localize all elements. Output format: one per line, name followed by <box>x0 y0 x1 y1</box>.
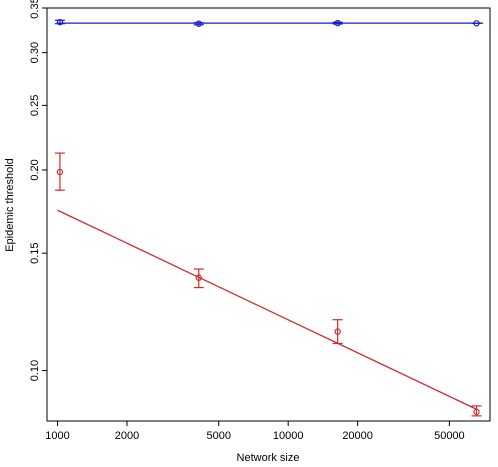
data-point-1-1 <box>195 274 202 281</box>
x-axis: 1000 2000 5000 10000 20000 50000 <box>45 421 465 442</box>
data-point-0-3 <box>473 20 480 27</box>
series-1 <box>54 152 482 417</box>
x-tick-label-5: 50000 <box>434 430 465 442</box>
y-tick-label-3: 0.25 <box>29 95 41 116</box>
data-point-1-3 <box>473 408 480 416</box>
y-tick-label-4: 0.30 <box>29 42 41 63</box>
x-tick-label-3: 10000 <box>273 430 304 442</box>
y-axis-title: Epidemic threshold <box>4 158 16 252</box>
data-point-0-0 <box>56 18 64 26</box>
y-tick-label-1: 0.15 <box>29 242 41 263</box>
x-tick-label-4: 20000 <box>342 430 373 442</box>
x-tick-label-2: 5000 <box>207 430 231 442</box>
data-point-1-2 <box>334 328 341 335</box>
y-tick-label-2: 0.20 <box>29 159 41 180</box>
data-point-1-0 <box>56 168 64 176</box>
plot-area <box>54 18 484 417</box>
y-tick-label-5: 0.35 <box>29 0 41 19</box>
series-0 <box>54 18 484 27</box>
x-tick-label-1: 2000 <box>115 430 139 442</box>
fit-line-1 <box>57 209 476 410</box>
x-axis-title: Network size <box>237 452 300 464</box>
y-tick-label-0: 0.10 <box>29 360 41 381</box>
data-point-0-1 <box>195 20 202 27</box>
y-axis: 0.10 0.15 0.20 0.25 0.30 0.35 <box>29 0 47 381</box>
data-point-0-2 <box>334 19 341 27</box>
x-tick-label-0: 1000 <box>45 430 69 442</box>
plot-frame <box>46 7 491 422</box>
